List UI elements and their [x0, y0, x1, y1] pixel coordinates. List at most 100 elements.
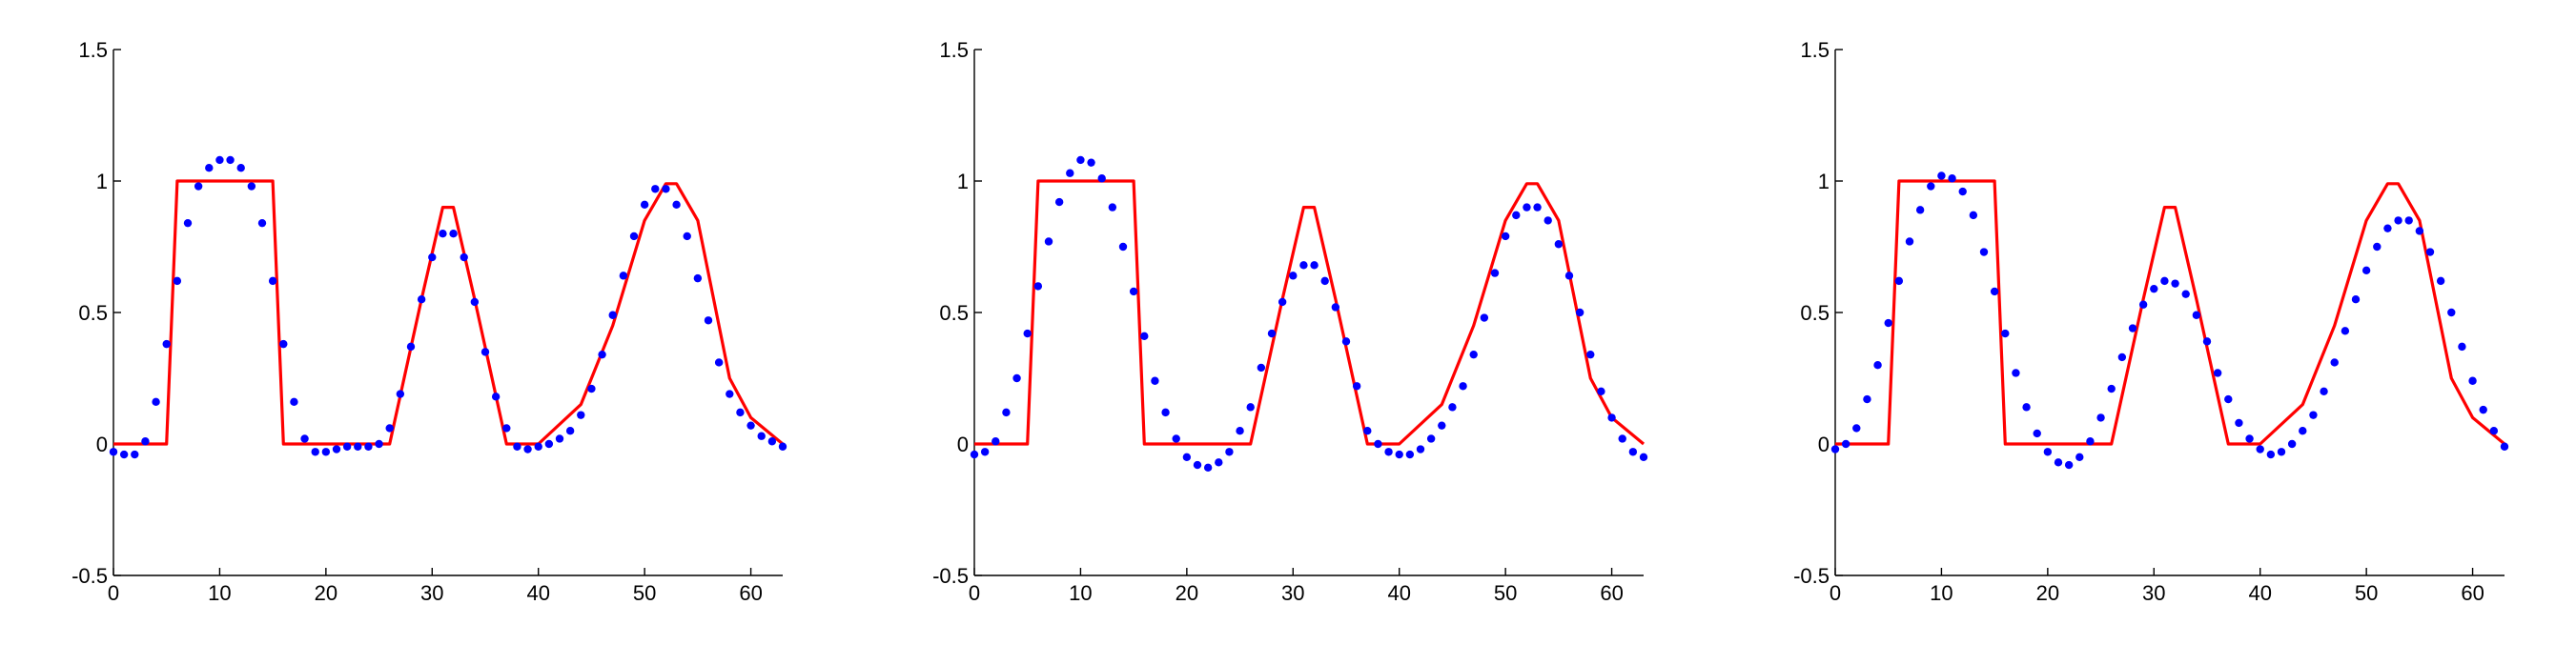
- data-point: [1076, 155, 1085, 165]
- data-point: [544, 439, 554, 449]
- data-point: [1182, 453, 1192, 461]
- y-tick-label: 0: [96, 433, 108, 456]
- data-point: [1172, 434, 1180, 443]
- data-point: [2287, 439, 2297, 449]
- red-line-series: [1835, 179, 2506, 446]
- data-point: [704, 316, 713, 325]
- data-point: [1352, 382, 1361, 391]
- y-tick-label: 0.5: [1800, 301, 1830, 325]
- data-point: [236, 164, 245, 172]
- x-tick-label: 10: [1930, 581, 1952, 605]
- x-tick-label: 0: [1830, 581, 1841, 605]
- data-point: [205, 164, 214, 172]
- data-point: [1054, 197, 1064, 207]
- data-point: [1597, 387, 1605, 395]
- data-point: [119, 450, 129, 459]
- data-point: [640, 200, 649, 210]
- data-point: [1490, 269, 1500, 277]
- data-point: [162, 339, 171, 349]
- data-point: [141, 437, 150, 446]
- data-point: [608, 311, 617, 319]
- data-point: [1341, 337, 1351, 346]
- red-line-series: [113, 179, 785, 446]
- data-point: [354, 442, 362, 451]
- data-point: [2500, 442, 2509, 451]
- x-tick-label: 0: [969, 581, 980, 605]
- data-point: [1225, 448, 1234, 456]
- data-point: [1523, 203, 1531, 212]
- data-point: [1033, 282, 1043, 291]
- data-point: [290, 397, 298, 407]
- data-point: [2245, 434, 2254, 443]
- data-point: [491, 393, 501, 401]
- data-point: [2266, 450, 2276, 459]
- data-point: [2458, 342, 2466, 352]
- data-point: [1830, 445, 1840, 454]
- data-point: [1161, 408, 1170, 417]
- data-point: [565, 427, 575, 435]
- data-point: [1416, 445, 1425, 454]
- data-point: [726, 390, 734, 398]
- y-tick-label: 0: [1818, 433, 1830, 456]
- data-point: [342, 442, 352, 451]
- data-point: [1438, 421, 1446, 430]
- data-point: [2012, 369, 2020, 377]
- data-point: [2425, 248, 2435, 256]
- data-point: [406, 342, 416, 352]
- x-tick-label: 10: [208, 581, 231, 605]
- data-point: [2447, 308, 2456, 317]
- data-point: [2256, 445, 2264, 454]
- data-point: [1426, 434, 1436, 443]
- data-point: [2181, 290, 2190, 298]
- data-point: [311, 448, 319, 456]
- data-point: [619, 272, 628, 280]
- data-point: [1469, 350, 1478, 359]
- red-line-series: [974, 179, 1646, 446]
- data-point: [109, 448, 118, 456]
- data-point: [2096, 413, 2105, 422]
- data-point: [2436, 276, 2445, 286]
- data-point: [736, 408, 745, 417]
- data-point: [2341, 327, 2350, 335]
- data-point: [2064, 460, 2074, 470]
- data-point: [1193, 460, 1202, 470]
- data-point: [1331, 303, 1340, 312]
- data-point: [1480, 313, 1489, 322]
- data-point: [523, 445, 532, 454]
- data-point: [1108, 203, 1117, 212]
- x-tick-label: 20: [2036, 581, 2059, 605]
- data-point: [385, 424, 394, 433]
- data-point: [2373, 242, 2382, 252]
- y-tick-label: -0.5: [72, 564, 108, 588]
- data-point: [1586, 350, 1595, 359]
- data-point: [2022, 403, 2031, 412]
- y-tick-label: 1.5: [939, 38, 969, 62]
- data-point: [2192, 311, 2201, 319]
- blue-point-series: [970, 155, 1648, 473]
- data-point: [480, 348, 490, 356]
- data-point: [194, 182, 203, 191]
- x-tick-label: 60: [739, 581, 762, 605]
- data-point: [2224, 394, 2233, 404]
- x-tick-label: 30: [1281, 581, 1304, 605]
- data-point: [1129, 287, 1138, 296]
- data-point: [629, 232, 639, 241]
- data-point: [215, 155, 224, 165]
- data-point: [1320, 276, 1329, 286]
- y-tick-label: -0.5: [932, 564, 969, 588]
- data-point: [460, 252, 468, 262]
- data-point: [1852, 424, 1861, 433]
- data-point: [980, 448, 990, 456]
- subplot-3: -0.500.511.50 10 20 30 40 50 60: [1793, 38, 2509, 605]
- y-tick-label: 1: [96, 170, 108, 193]
- x-tick-label: 60: [2461, 581, 2484, 605]
- x-tick-label: 50: [2355, 581, 2378, 605]
- data-point: [1894, 276, 1904, 286]
- data-point: [183, 218, 193, 228]
- data-point: [1405, 450, 1415, 459]
- data-point: [1278, 297, 1287, 307]
- data-point: [970, 450, 979, 459]
- x-tick-label: 60: [1600, 581, 1623, 605]
- data-point: [1044, 237, 1053, 246]
